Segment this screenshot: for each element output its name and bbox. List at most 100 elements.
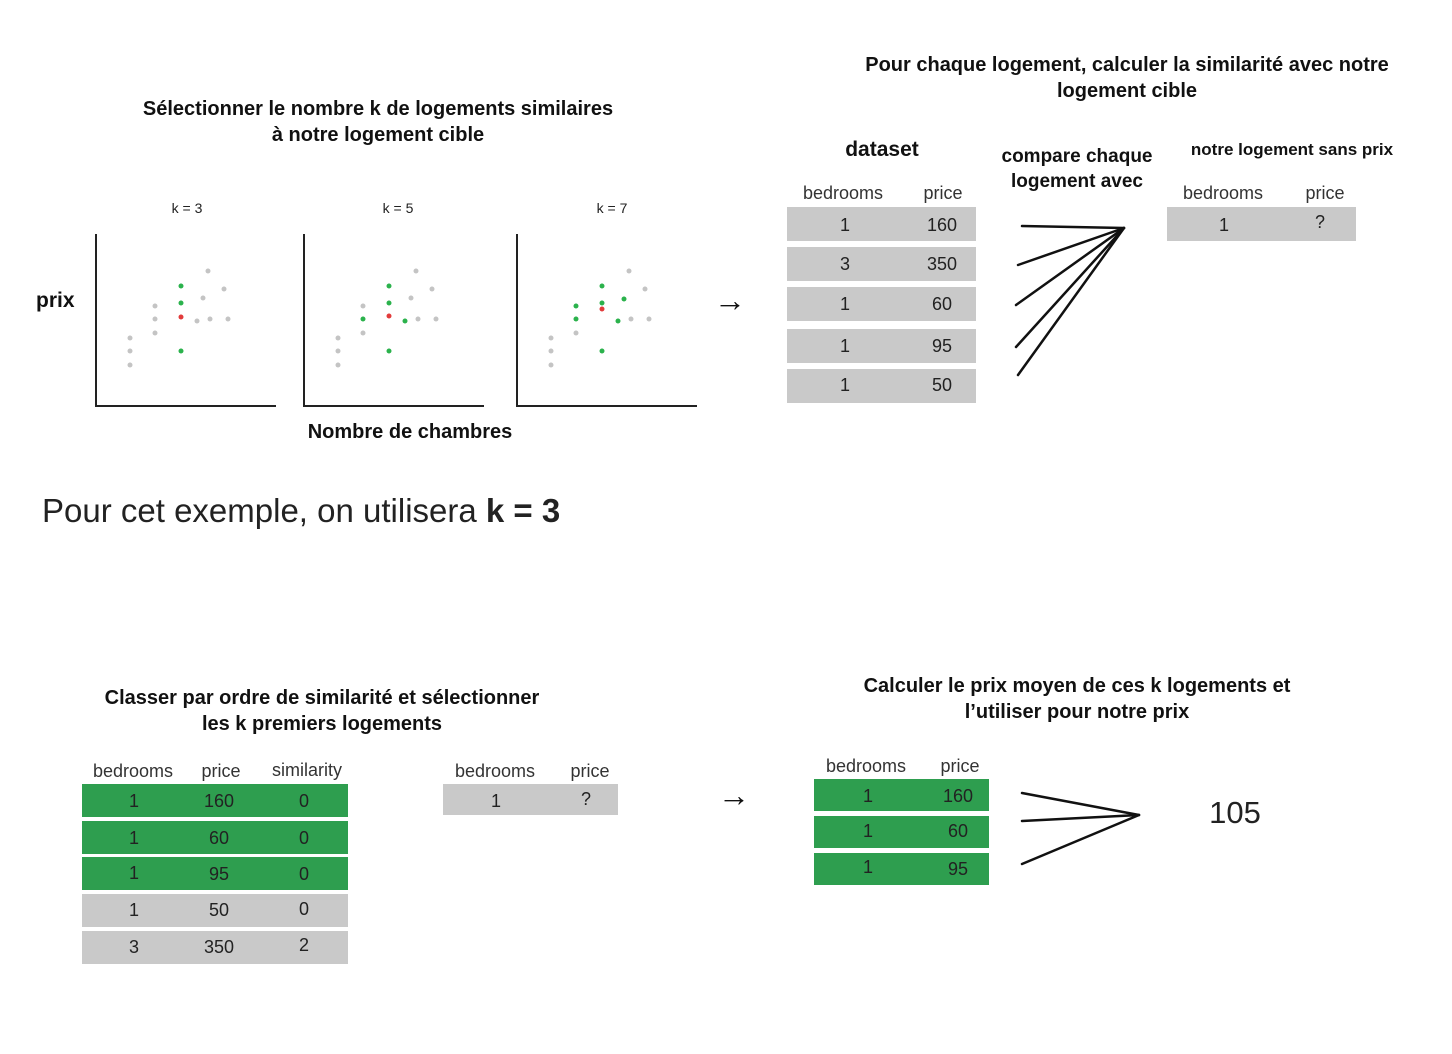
plot-k3-axes <box>95 234 276 407</box>
table-row <box>82 894 348 927</box>
y-axis-label: prix <box>36 289 75 312</box>
cell-similarity: 0 <box>298 791 309 811</box>
title-line-1: Pour chaque logement, calculer la simila… <box>865 54 1389 76</box>
header-bedrooms: bedrooms <box>825 756 907 776</box>
header-similarity: similarity <box>272 760 342 780</box>
cell-price: 350 <box>926 254 958 274</box>
cell-price: 350 <box>203 937 235 957</box>
cell-bedrooms: 1 <box>1218 215 1229 235</box>
arrow-right-icon: → <box>714 282 746 318</box>
cell-similarity: 0 <box>298 828 309 848</box>
k5-plot-label: k = 5 <box>382 200 414 216</box>
plot-k7-points <box>548 268 652 368</box>
neighbor-point <box>573 316 579 322</box>
cell-price: 50 <box>931 375 953 395</box>
cell-bedrooms: 1 <box>862 857 873 877</box>
cell-similarity: 2 <box>298 935 309 955</box>
title-line-1: Classer par ordre de similarité et sélec… <box>104 687 540 709</box>
neighbor-point <box>573 303 579 309</box>
table-row <box>82 931 348 964</box>
cell-price: 160 <box>926 215 958 235</box>
neighbor-point <box>599 348 605 354</box>
neighbor-point <box>599 300 605 306</box>
cell-price: 60 <box>931 294 953 314</box>
neighbor-point <box>621 296 627 302</box>
cell-price: ? <box>1314 212 1325 232</box>
title-line-1: Sélectionner le nombre k de logements si… <box>142 98 614 120</box>
other-point <box>573 330 579 336</box>
target-label: notre logement sans prix <box>1190 140 1394 159</box>
table-row <box>787 287 976 321</box>
cell-bedrooms: 3 <box>128 937 139 957</box>
other-point <box>548 348 554 354</box>
header-bedrooms: bedrooms <box>454 761 536 781</box>
example-prefix: Pour cet exemple, on utilisera <box>42 492 486 529</box>
knn-select-title: Sélectionner le nombre k de logements si… <box>78 96 678 148</box>
compare-label: compare chaque logement avec <box>990 144 1164 194</box>
compare-fan-lines <box>1014 224 1126 377</box>
cell-bedrooms: 1 <box>128 828 139 848</box>
other-point <box>335 348 341 354</box>
cell-price: 95 <box>208 864 230 884</box>
other-point <box>642 286 648 292</box>
target-point <box>178 314 184 320</box>
k3-plot-label: k = 3 <box>171 200 203 216</box>
rank-title: Classer par ordre de similarité et sélec… <box>72 685 572 737</box>
dataset-label: dataset <box>845 138 919 161</box>
other-point <box>415 316 421 322</box>
other-point <box>626 268 632 274</box>
cell-bedrooms: 1 <box>862 786 873 806</box>
x-axis-label: Nombre de chambres <box>307 421 513 443</box>
table-row <box>814 853 989 885</box>
average-result: 105 <box>1209 795 1261 830</box>
title-line-2: à notre logement cible <box>271 124 485 146</box>
neighbor-point <box>178 283 184 289</box>
cell-price: 60 <box>947 821 969 841</box>
cell-price: 50 <box>208 900 230 920</box>
cell-price: 95 <box>931 336 953 356</box>
neighbor-point <box>386 300 392 306</box>
similarity-title: Pour chaque logement, calculer la simila… <box>836 52 1418 104</box>
other-point <box>646 316 652 322</box>
other-point <box>413 268 419 274</box>
other-point <box>360 303 366 309</box>
table-row <box>787 369 976 403</box>
arrow-right-icon: → <box>718 777 750 813</box>
other-point <box>335 362 341 368</box>
neighbor-point <box>360 316 366 322</box>
other-point <box>433 316 439 322</box>
neighbor-point <box>402 318 408 324</box>
compare-line-2: logement avec <box>1011 171 1143 192</box>
neighbor-point <box>599 283 605 289</box>
other-point <box>221 286 227 292</box>
other-point <box>152 330 158 336</box>
header-bedrooms: bedrooms <box>1182 183 1264 203</box>
other-point <box>628 316 634 322</box>
table-row <box>814 779 989 811</box>
header-bedrooms: bedrooms <box>92 761 174 781</box>
table-row <box>82 857 348 890</box>
neighbor-point <box>178 348 184 354</box>
other-point <box>335 335 341 341</box>
cell-bedrooms: 1 <box>839 375 850 395</box>
neighbor-point <box>178 300 184 306</box>
other-point <box>127 362 133 368</box>
other-point <box>127 335 133 341</box>
cell-similarity: 0 <box>298 864 309 884</box>
cell-bedrooms: 1 <box>862 821 873 841</box>
other-point <box>360 330 366 336</box>
header-price: price <box>940 756 980 776</box>
cell-bedrooms: 1 <box>839 294 850 314</box>
header-price: price <box>201 761 241 781</box>
title-line-2: les k premiers logements <box>201 713 443 735</box>
table-row <box>787 247 976 281</box>
table-row <box>1167 207 1356 241</box>
cell-price: 95 <box>947 859 969 879</box>
neighbor-point <box>615 318 621 324</box>
average-title: Calculer le prix moyen de ces k logement… <box>836 673 1318 725</box>
target-point <box>599 306 605 312</box>
header-price: price <box>923 183 963 203</box>
cell-price: 60 <box>208 828 230 848</box>
title-line-2: logement cible <box>1056 80 1198 102</box>
